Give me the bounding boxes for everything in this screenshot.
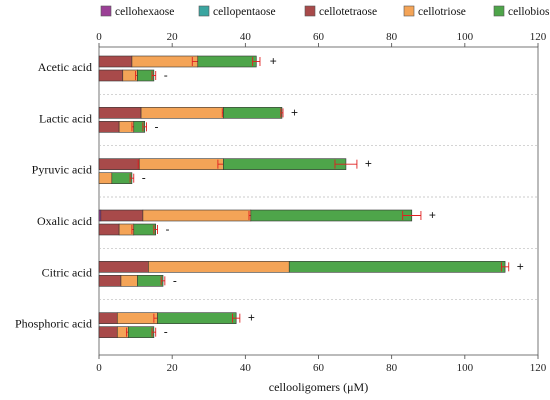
bar-segment-cellobiose xyxy=(223,158,347,170)
bottom-tick-label: 40 xyxy=(240,362,252,374)
bar-segment-cellobiose xyxy=(137,69,155,82)
bar-segment-cellotetraose xyxy=(98,223,120,236)
bar-segment-cellobiose xyxy=(157,312,237,324)
bars: + - + - + - + - + - + - xyxy=(98,54,524,339)
x-axis-label: cellooligomers (μM) xyxy=(269,380,368,394)
condition-sign-label: + xyxy=(248,311,255,325)
top-tick-label: 60 xyxy=(313,31,325,43)
bottom-tick-label: 120 xyxy=(530,362,547,374)
top-tick-label: 120 xyxy=(530,31,547,43)
bar-segment-cellotetraose xyxy=(98,326,118,338)
bar-segment-cellotetraose xyxy=(100,209,144,222)
bar-segment-cellotetraose xyxy=(98,69,124,82)
condition-sign-label: + xyxy=(429,208,436,222)
bar-segment-cellotetraose xyxy=(98,261,149,273)
top-tick-label: 80 xyxy=(386,31,398,43)
legend-swatch-cellotetraose xyxy=(304,5,316,17)
bar-segment-cellotetraose xyxy=(98,107,142,119)
bar-segment-cellotriose xyxy=(116,312,158,324)
group-separators xyxy=(99,93,538,301)
bar-segment-cellotetraose xyxy=(98,275,122,287)
bar-segment-cellobiose xyxy=(133,223,157,236)
bottom-tick-label: 60 xyxy=(313,362,325,374)
legend-label-cellobiose: cellobiose xyxy=(508,6,550,18)
category-label: Phosphoric acid xyxy=(15,317,92,331)
bar-segment-cellotriose xyxy=(148,261,290,273)
chart-legend: cellohexaose cellopentaose cellotetraose ce… xyxy=(100,5,550,18)
bar-segment-cellotetraose xyxy=(98,55,133,68)
bar-segment-cellotriose xyxy=(142,209,252,222)
condition-sign-label: - xyxy=(142,171,146,185)
bar-segment-cellotriose xyxy=(120,275,138,287)
bar-segment-cellobiose xyxy=(111,172,133,184)
bar-segment-cellotetraose xyxy=(98,121,120,133)
top-tick-label: 20 xyxy=(167,31,179,43)
bar-segment-cellobiose xyxy=(137,275,164,287)
bar-segment-cellobiose xyxy=(223,107,283,119)
category-label: Citric acid xyxy=(42,265,92,279)
bottom-tick-label: 20 xyxy=(167,362,179,374)
legend-swatch-cellobiose xyxy=(493,5,505,17)
legend-label-cellotriose: cellotriose xyxy=(418,6,466,18)
condition-sign-label: - xyxy=(164,325,168,339)
legend-swatch-cellohexaose xyxy=(100,5,112,17)
legend-label-cellotetraose: cellotetraose xyxy=(319,6,377,18)
category-label: Pyruvic acid xyxy=(32,163,92,177)
bottom-tick-label: 0 xyxy=(96,362,102,374)
condition-sign-label: + xyxy=(365,157,372,171)
bar-segment-cellobiose xyxy=(127,326,155,338)
bar-segment-cellotetraose xyxy=(98,158,140,170)
legend-swatch-cellopentaose xyxy=(198,5,210,17)
condition-sign-label: - xyxy=(173,273,177,287)
top-tick-label: 0 xyxy=(96,31,102,43)
category-label: Acetic acid xyxy=(38,60,92,74)
category-labels: Acetic acid Lactic acid Pyruvic acid Oxalic… xyxy=(15,60,92,331)
condition-sign-label: + xyxy=(270,54,277,68)
bar-segment-cellotriose xyxy=(138,158,224,170)
top-x-axis: 0 20 40 60 80 100 120 xyxy=(96,31,547,47)
condition-sign-label: - xyxy=(155,119,159,133)
bottom-tick-label: 80 xyxy=(386,362,398,374)
bar-segment-cellotriose xyxy=(131,55,199,68)
category-label: Oxalic acid xyxy=(37,214,92,228)
bottom-tick-label: 100 xyxy=(457,362,474,374)
bar-segment-cellobiose xyxy=(288,261,506,273)
bar-segment-cellotriose xyxy=(140,107,224,119)
bar-segment-cellotriose xyxy=(98,172,113,184)
plot-frame xyxy=(98,46,539,356)
bar-segment-cellobiose xyxy=(250,209,413,222)
legend-label-cellohexaose: cellohexaose xyxy=(115,6,174,18)
condition-sign-label: - xyxy=(164,68,168,82)
legend-label-cellopentaose: cellopentaose xyxy=(213,6,276,18)
legend-swatch-cellotriose xyxy=(403,5,415,17)
condition-sign-label: - xyxy=(166,222,170,236)
category-label: Lactic acid xyxy=(39,111,92,125)
bottom-x-axis: 0 20 40 60 80 100 120 xyxy=(96,355,547,374)
condition-sign-label: + xyxy=(291,105,298,119)
top-tick-label: 100 xyxy=(457,31,474,43)
top-tick-label: 40 xyxy=(240,31,252,43)
bar-segment-cellotetraose xyxy=(98,312,118,324)
bar-segment-cellobiose xyxy=(197,55,257,68)
condition-sign-label: + xyxy=(517,259,524,273)
